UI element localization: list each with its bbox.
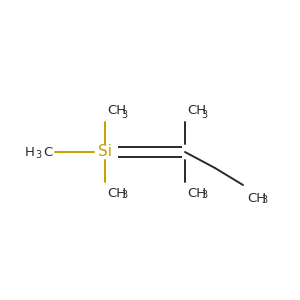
Text: CH: CH bbox=[107, 104, 126, 117]
Text: 3: 3 bbox=[261, 195, 267, 205]
Text: CH: CH bbox=[187, 187, 206, 200]
Text: CH: CH bbox=[107, 187, 126, 200]
Text: 3: 3 bbox=[121, 110, 127, 120]
Text: CH: CH bbox=[187, 104, 206, 117]
Text: Si: Si bbox=[98, 145, 112, 160]
Text: CH: CH bbox=[247, 192, 266, 205]
Text: H: H bbox=[25, 146, 35, 158]
Text: 3: 3 bbox=[121, 190, 127, 200]
Text: 3: 3 bbox=[201, 190, 207, 200]
Text: 3: 3 bbox=[201, 110, 207, 120]
Text: 3: 3 bbox=[35, 150, 41, 160]
Text: C: C bbox=[43, 146, 52, 158]
